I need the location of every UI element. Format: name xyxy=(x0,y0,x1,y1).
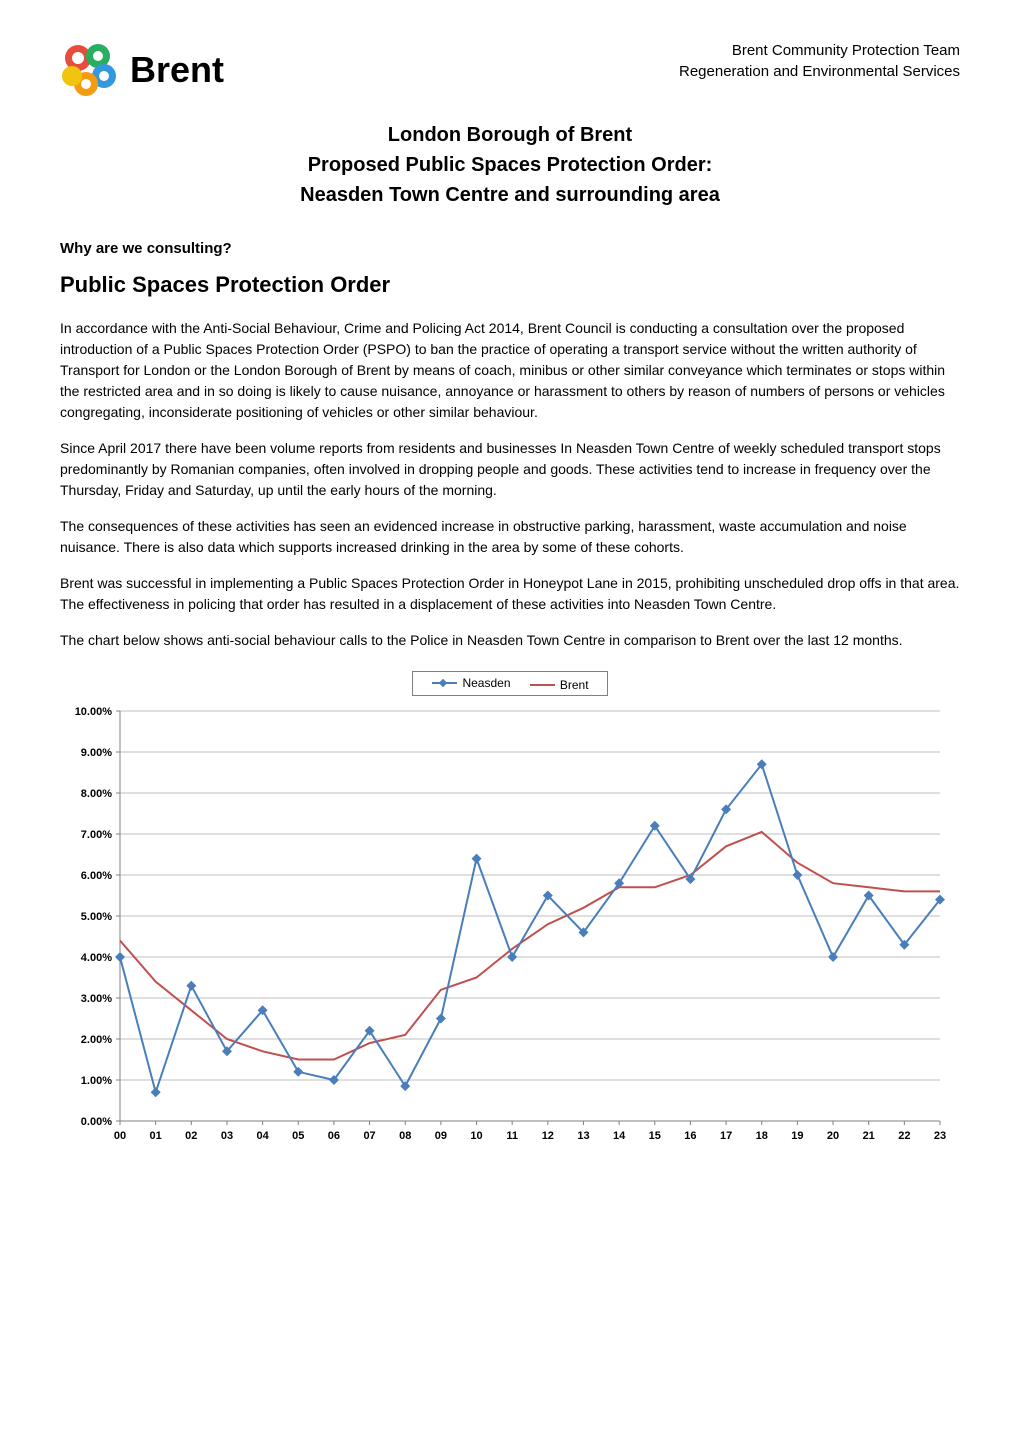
svg-text:21: 21 xyxy=(863,1130,875,1142)
svg-text:7.00%: 7.00% xyxy=(81,829,112,841)
paragraph-3: The consequences of these activities has… xyxy=(60,516,960,558)
legend-item-neasden: Neasden xyxy=(431,676,510,690)
legend-item-brent: Brent xyxy=(530,678,589,692)
svg-text:05: 05 xyxy=(292,1130,304,1142)
svg-text:20: 20 xyxy=(827,1130,839,1142)
svg-text:04: 04 xyxy=(256,1130,269,1142)
chart-legend: Neasden Brent xyxy=(60,671,960,701)
header-right: Brent Community Protection Team Regenera… xyxy=(679,40,960,82)
paragraph-1: In accordance with the Anti-Social Behav… xyxy=(60,318,960,423)
svg-text:5.00%: 5.00% xyxy=(81,911,112,923)
svg-text:9.00%: 9.00% xyxy=(81,747,112,759)
svg-text:6.00%: 6.00% xyxy=(81,870,112,882)
svg-text:2.00%: 2.00% xyxy=(81,1034,112,1046)
svg-text:12: 12 xyxy=(542,1130,554,1142)
asb-chart: Neasden Brent 0.00% 1.00% 2.00% 3.00% 4.00% 5… xyxy=(60,671,960,1156)
svg-text:4.00%: 4.00% xyxy=(81,952,112,964)
page-header: Brent Brent Community Protection Team Re… xyxy=(60,40,960,100)
title-line1: London Borough of Brent xyxy=(60,120,960,150)
logo-text: Brent xyxy=(130,49,224,91)
svg-text:13: 13 xyxy=(577,1130,589,1142)
svg-text:22: 22 xyxy=(898,1130,910,1142)
svg-text:06: 06 xyxy=(328,1130,340,1142)
svg-text:09: 09 xyxy=(435,1130,447,1142)
svg-text:23: 23 xyxy=(934,1130,946,1142)
svg-text:14: 14 xyxy=(613,1130,626,1142)
header-dept-line1: Brent Community Protection Team xyxy=(679,40,960,61)
document-title: London Borough of Brent Proposed Public … xyxy=(60,120,960,210)
title-line3: Neasden Town Centre and surrounding area xyxy=(60,180,960,210)
svg-text:18: 18 xyxy=(756,1130,768,1142)
chart-svg: 0.00% 1.00% 2.00% 3.00% 4.00% 5.00% 6.00% 7.00%… xyxy=(60,701,960,1151)
svg-text:15: 15 xyxy=(649,1130,661,1142)
header-dept-line2: Regeneration and Environmental Services xyxy=(679,61,960,82)
svg-text:01: 01 xyxy=(150,1130,162,1142)
svg-text:0.00%: 0.00% xyxy=(81,1116,112,1128)
svg-text:1.00%: 1.00% xyxy=(81,1075,112,1087)
title-line2: Proposed Public Spaces Protection Order: xyxy=(60,150,960,180)
paragraph-4: Brent was successful in implementing a P… xyxy=(60,573,960,615)
svg-text:00: 00 xyxy=(114,1130,126,1142)
why-heading: Why are we consulting? xyxy=(60,240,960,257)
legend-label-neasden: Neasden xyxy=(462,676,510,690)
svg-text:03: 03 xyxy=(221,1130,233,1142)
svg-text:17: 17 xyxy=(720,1130,732,1142)
svg-text:08: 08 xyxy=(399,1130,411,1142)
main-heading: Public Spaces Protection Order xyxy=(60,272,960,298)
svg-text:10.00%: 10.00% xyxy=(75,706,113,718)
svg-text:3.00%: 3.00% xyxy=(81,993,112,1005)
legend-label-brent: Brent xyxy=(560,678,589,692)
svg-text:02: 02 xyxy=(185,1130,197,1142)
svg-text:07: 07 xyxy=(363,1130,375,1142)
paragraph-5: The chart below shows anti-social behavi… xyxy=(60,630,960,651)
svg-text:8.00%: 8.00% xyxy=(81,788,112,800)
svg-text:16: 16 xyxy=(684,1130,696,1142)
svg-text:19: 19 xyxy=(791,1130,803,1142)
paragraph-2: Since April 2017 there have been volume … xyxy=(60,438,960,501)
logo-container: Brent xyxy=(60,40,224,100)
brent-logo-icon xyxy=(60,40,120,100)
svg-text:11: 11 xyxy=(506,1130,518,1142)
svg-text:10: 10 xyxy=(470,1130,482,1142)
